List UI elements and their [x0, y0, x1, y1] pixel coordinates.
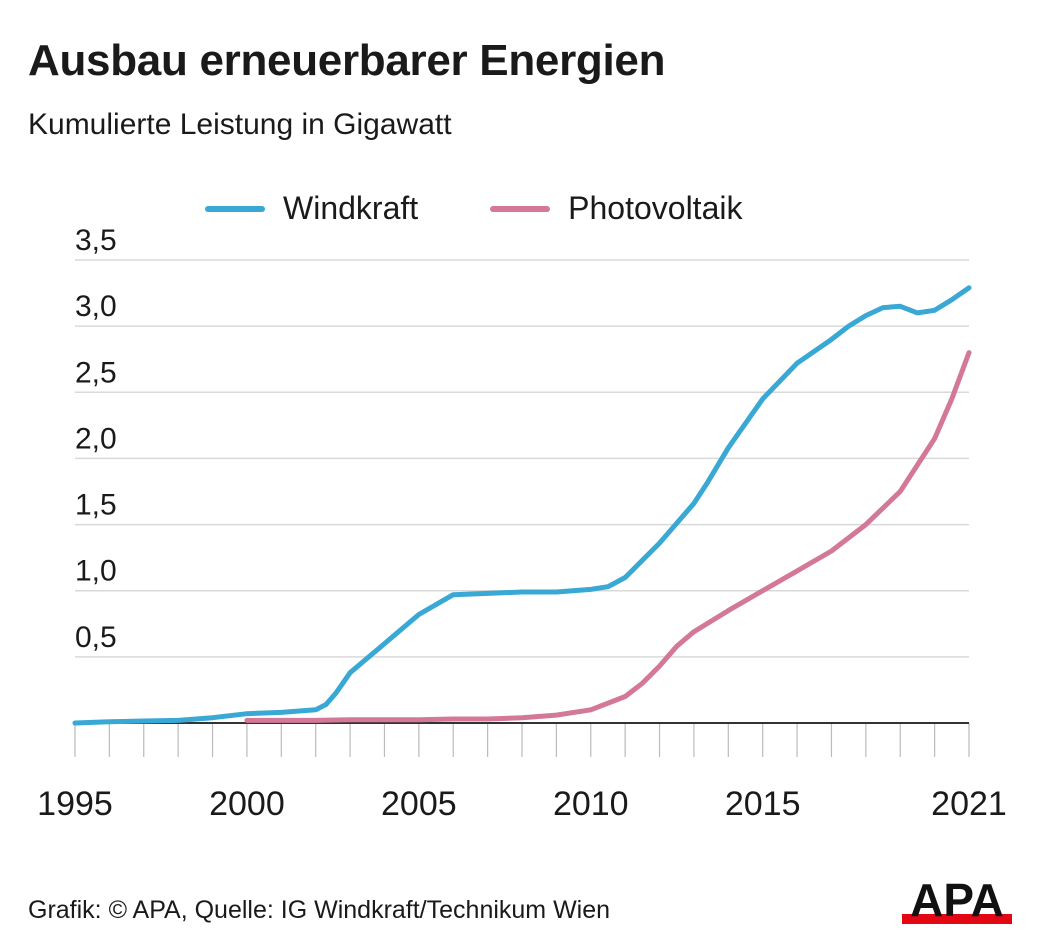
legend-label-photovoltaik: Photovoltaik	[568, 190, 743, 226]
x-tick-label: 2015	[725, 785, 801, 823]
chart-title: Ausbau erneuerbarer Energien	[28, 36, 666, 85]
grid-lines	[75, 259, 969, 658]
series-lines	[72, 285, 972, 726]
y-tick-label: 0,5	[75, 621, 117, 654]
x-tick-label: 2005	[381, 785, 457, 823]
legend-item-windkraft: Windkraft	[205, 190, 418, 227]
legend-label-windkraft: Windkraft	[283, 190, 419, 226]
y-tick-label: 3,5	[75, 224, 117, 257]
y-tick-label: 2,5	[75, 356, 117, 389]
x-tick-label: 2010	[553, 785, 629, 823]
legend-swatch-windkraft	[205, 205, 265, 212]
chart-subtitle: Kumulierte Leistung in Gigawatt	[28, 108, 452, 141]
y-tick-label: 1,5	[75, 489, 117, 522]
y-tick-label: 3,0	[75, 290, 117, 323]
y-tick-label: 2,0	[75, 422, 117, 455]
apa-logo-text: APA	[910, 878, 1004, 924]
x-tick-label: 2021	[931, 785, 1007, 823]
legend-swatch-photovoltaik	[490, 205, 551, 212]
source-note: Grafik: © APA, Quelle: IG Windkraft/Tech…	[28, 896, 611, 924]
legend: Windkraft Photovoltaik	[205, 190, 814, 227]
x-tick-label: 1995	[37, 785, 113, 823]
x-tick-label: 2000	[209, 785, 285, 823]
apa-logo: APA	[902, 878, 1012, 924]
series-line-windkraft	[72, 285, 972, 726]
y-tick-label: 1,0	[75, 555, 117, 588]
legend-item-photovoltaik: Photovoltaik	[490, 190, 742, 227]
y-axis-ticks: 0,5 1,0 1,5 2,0 2,5 3,0 3,5	[75, 224, 117, 654]
series-line-photovoltaik	[244, 350, 972, 723]
x-axis: 1995 2000 2005 2010 2015 2021	[37, 722, 1007, 823]
